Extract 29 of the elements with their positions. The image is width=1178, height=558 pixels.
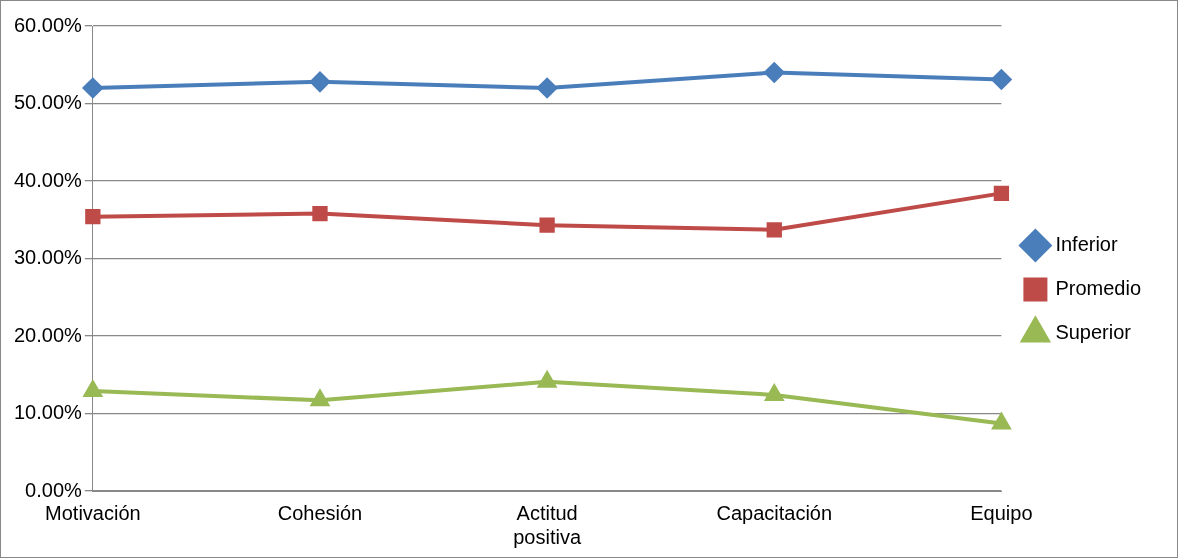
point <box>82 78 103 98</box>
point <box>991 411 1012 430</box>
y-tick-label: 10.00% <box>13 401 83 424</box>
point <box>83 381 102 398</box>
point <box>539 217 555 233</box>
y-tick-label: 30.00% <box>13 246 83 269</box>
x-tick-label: Equipo <box>970 501 1033 524</box>
x-tick-label: Motivación <box>45 501 141 524</box>
point <box>764 62 785 83</box>
y-tick-label: 50.00% <box>13 91 83 114</box>
point <box>85 208 101 225</box>
point <box>993 185 1010 202</box>
legend-label: Inferior <box>1055 233 1118 256</box>
x-tick-label: Cohesión <box>277 501 363 524</box>
point <box>991 69 1012 90</box>
point <box>312 205 328 222</box>
y-tick-label: 20.00% <box>13 323 83 346</box>
y-tick-label: 0.00% <box>25 478 83 501</box>
x-tick-label: Actitud positiva <box>513 501 582 548</box>
y-tick-label: 60.00% <box>13 13 83 36</box>
legend-label: Promedio <box>1055 277 1142 300</box>
point <box>311 390 329 407</box>
point <box>765 384 784 401</box>
point <box>309 71 330 92</box>
legend-label: Superior <box>1055 321 1132 344</box>
y-tick-label: 40.00% <box>13 168 83 191</box>
point <box>537 78 558 98</box>
point <box>766 222 782 238</box>
x-tick-label: Capacitación <box>716 501 833 524</box>
